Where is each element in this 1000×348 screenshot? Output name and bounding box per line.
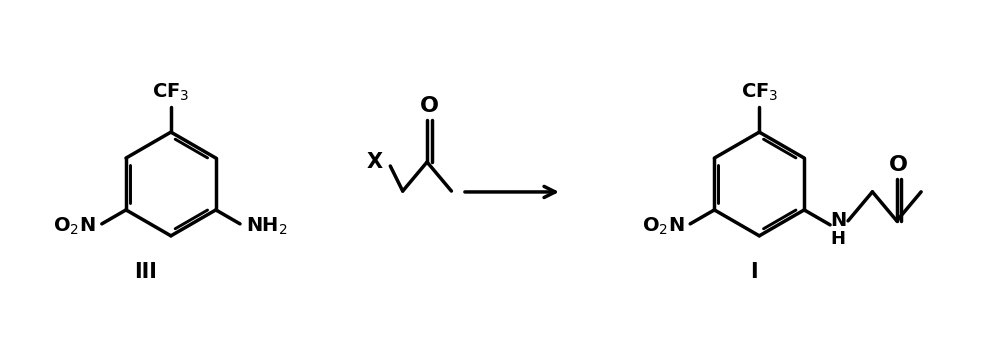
Text: H: H — [831, 230, 846, 248]
Text: N: N — [830, 211, 846, 230]
Text: I: I — [750, 262, 758, 282]
Text: O$_2$N: O$_2$N — [53, 215, 96, 237]
Text: NH$_2$: NH$_2$ — [246, 215, 288, 237]
Text: CF$_3$: CF$_3$ — [152, 82, 190, 103]
Text: O: O — [420, 96, 439, 116]
Text: O$_2$N: O$_2$N — [642, 215, 684, 237]
Text: CF$_3$: CF$_3$ — [741, 82, 778, 103]
Text: X: X — [366, 152, 382, 172]
Text: O: O — [889, 155, 908, 175]
Text: III: III — [135, 262, 157, 282]
